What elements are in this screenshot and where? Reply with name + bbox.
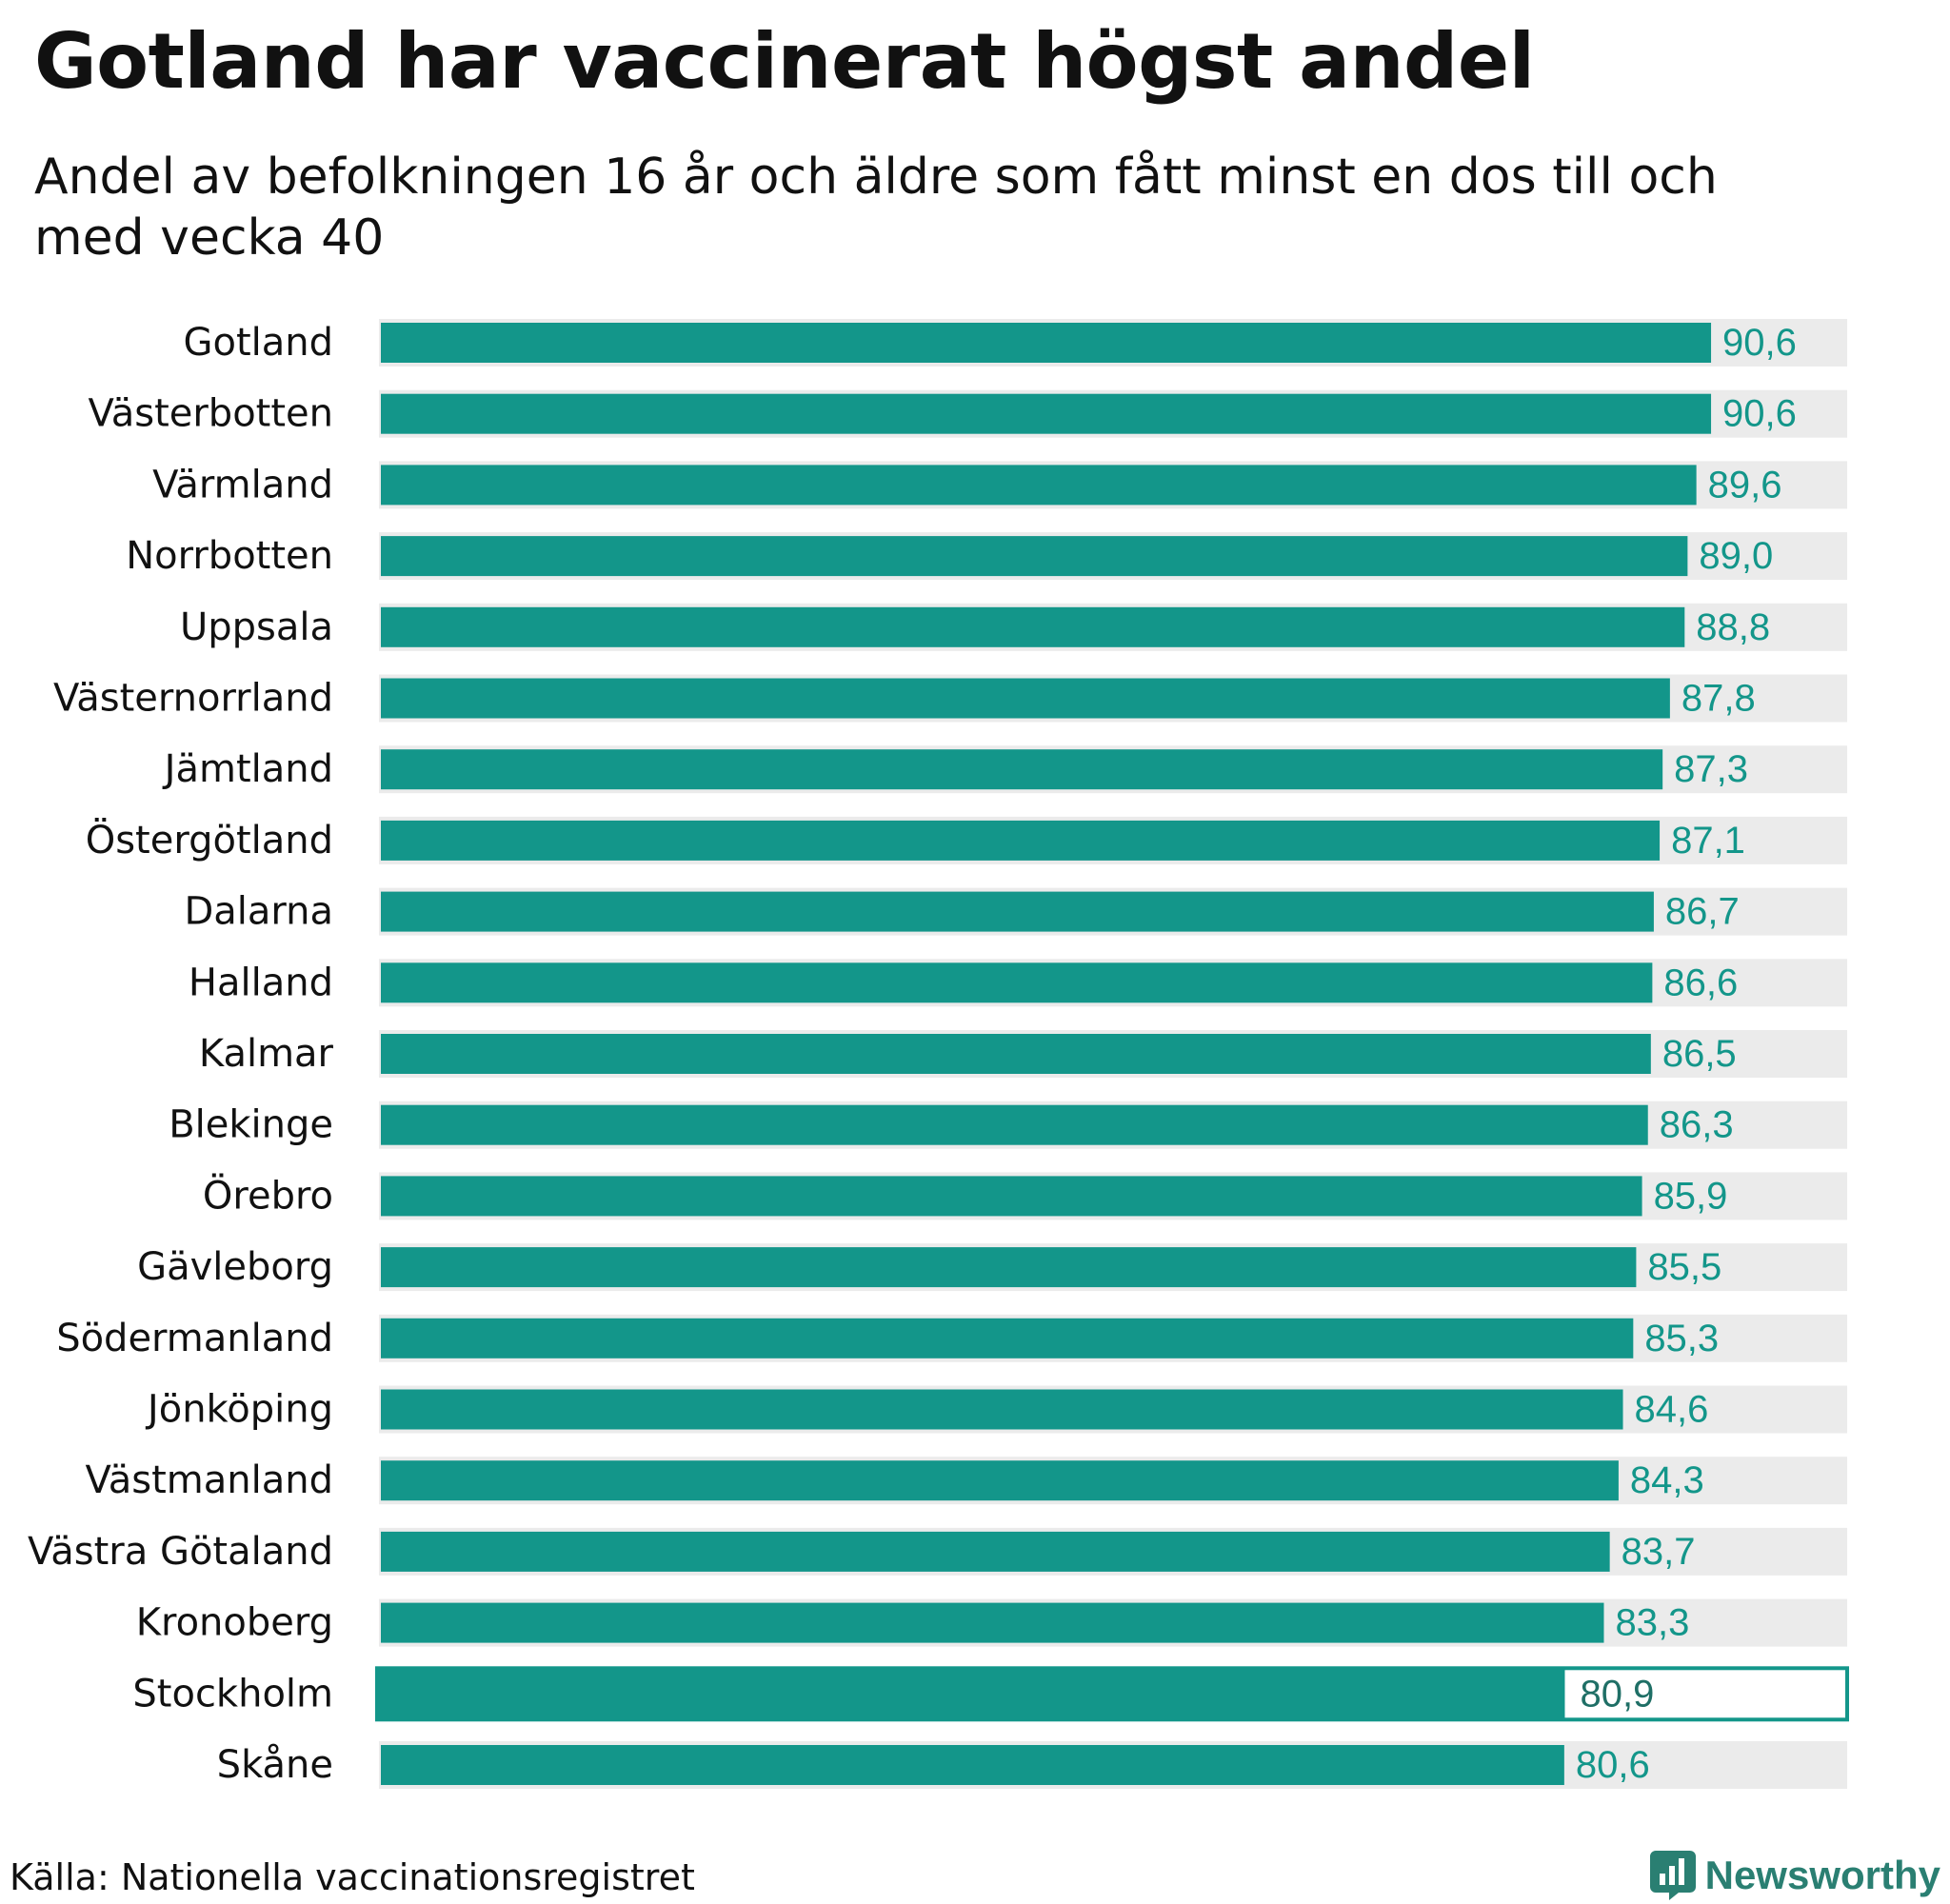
- category-label: Dalarna: [184, 890, 333, 934]
- bar: [381, 465, 1697, 506]
- value-label: 89,6: [1708, 464, 1782, 506]
- value-label: 87,8: [1681, 678, 1756, 720]
- bar-row-blekinge: Blekinge 86,3: [169, 1101, 1847, 1149]
- category-label: Södermanland: [56, 1317, 333, 1360]
- value-label: 80,9: [1580, 1673, 1654, 1715]
- category-label: Västerbotten: [88, 392, 333, 436]
- bar: [381, 678, 1670, 719]
- value-label: 87,3: [1674, 748, 1748, 790]
- chart-title: Gotland har vaccinerat högst andel: [34, 17, 1535, 106]
- value-label: 84,3: [1630, 1459, 1704, 1501]
- bar-row-gävleborg: Gävleborg 85,5: [137, 1243, 1847, 1292]
- bar-row-skåne: Skåne 80,6: [217, 1741, 1847, 1789]
- category-label: Kalmar: [199, 1032, 334, 1076]
- bar-row-värmland: Värmland 89,6: [152, 461, 1847, 509]
- bar: [381, 606, 1685, 647]
- value-label: 90,6: [1722, 393, 1797, 435]
- category-label: Stockholm: [132, 1672, 333, 1716]
- bar-row-stockholm: Stockholm 80,9: [132, 1666, 1849, 1722]
- value-label: 87,1: [1671, 820, 1745, 862]
- bar: [381, 891, 1654, 932]
- bar: [381, 1460, 1619, 1501]
- value-label: 83,3: [1615, 1602, 1689, 1644]
- bar: [381, 1318, 1634, 1359]
- value-label: 80,6: [1576, 1744, 1650, 1786]
- value-label: 90,6: [1722, 322, 1797, 364]
- bar-row-södermanland: Södermanland 85,3: [56, 1314, 1847, 1362]
- category-label: Blekinge: [169, 1103, 333, 1147]
- bar: [381, 820, 1661, 861]
- bar-row-västra-götaland: Västra Götaland 83,7: [28, 1527, 1847, 1576]
- bar-row-östergötland: Östergötland 87,1: [86, 816, 1847, 864]
- bar-row-gotland: Gotland 90,6: [183, 319, 1847, 367]
- category-label: Örebro: [203, 1172, 333, 1218]
- bar: [381, 1745, 1564, 1785]
- value-label: 86,5: [1662, 1033, 1737, 1075]
- value-label: 83,7: [1622, 1531, 1696, 1573]
- category-label: Norrbotten: [126, 534, 333, 578]
- value-label: 89,0: [1699, 535, 1773, 577]
- source-note: Källa: Nationella vaccinationsregistret: [10, 1856, 695, 1898]
- bar-chart: Gotland 90,6 Västerbotten 90,6 Värmland 89,6 N…: [28, 319, 1849, 1789]
- bar-row-norrbotten: Norrbotten 89,0: [126, 532, 1847, 581]
- bar: [381, 1104, 1648, 1145]
- bar-row-uppsala: Uppsala 88,8: [180, 603, 1847, 651]
- bar: [381, 393, 1712, 434]
- bar-row-jönköping: Jönköping 84,6: [145, 1385, 1847, 1434]
- category-label: Västmanland: [86, 1458, 334, 1502]
- category-label: Jönköping: [145, 1388, 333, 1432]
- bar: [381, 323, 1712, 363]
- bar: [377, 1668, 1565, 1720]
- bar: [381, 1176, 1642, 1217]
- chart-subtitle: Andel av befolkningen 16 år och äldre so…: [34, 149, 1718, 267]
- value-label: 85,9: [1654, 1175, 1728, 1217]
- bar-row-halland: Halland 86,6: [189, 959, 1847, 1007]
- value-label: 86,6: [1663, 962, 1738, 1003]
- category-label: Västernorrland: [53, 677, 333, 721]
- category-label: Halland: [189, 961, 333, 1004]
- bar: [381, 536, 1688, 577]
- bar-row-jämtland: Jämtland 87,3: [162, 745, 1847, 794]
- value-label: 85,5: [1647, 1246, 1721, 1288]
- brand-logo: Newsworthy: [1648, 1849, 1940, 1902]
- category-label: Skåne: [217, 1743, 333, 1787]
- value-label: 88,8: [1696, 606, 1770, 648]
- value-label: 85,3: [1644, 1318, 1719, 1359]
- category-label: Jämtland: [162, 747, 333, 791]
- bar: [381, 1034, 1651, 1074]
- bar-row-kalmar: Kalmar 86,5: [199, 1030, 1847, 1078]
- bar: [381, 1247, 1637, 1288]
- bar-row-västmanland: Västmanland 84,3: [86, 1457, 1847, 1505]
- bar: [381, 749, 1663, 790]
- value-label: 84,6: [1635, 1389, 1709, 1431]
- category-label: Östergötland: [86, 817, 333, 863]
- category-label: Värmland: [152, 463, 333, 506]
- bar-row-västerbotten: Västerbotten 90,6: [88, 389, 1847, 438]
- category-label: Uppsala: [180, 605, 333, 649]
- value-label: 86,7: [1665, 891, 1740, 933]
- category-label: Gävleborg: [137, 1245, 333, 1289]
- bar: [381, 1602, 1604, 1643]
- bar: [381, 1531, 1610, 1572]
- category-label: Kronoberg: [136, 1601, 333, 1645]
- value-label: 86,3: [1660, 1104, 1734, 1146]
- bar: [381, 962, 1653, 1003]
- bar-row-kronoberg: Kronoberg 83,3: [136, 1598, 1847, 1647]
- category-label: Gotland: [183, 321, 333, 365]
- bar: [381, 1389, 1623, 1430]
- bar-row-dalarna: Dalarna 86,7: [184, 887, 1847, 936]
- category-label: Västra Götaland: [28, 1530, 333, 1574]
- brand-name: Newsworthy: [1704, 1853, 1940, 1897]
- bar-row-västernorrland: Västernorrland 87,8: [53, 674, 1847, 723]
- newsworthy-logo-icon: [1649, 1851, 1696, 1900]
- bar-row-örebro: Örebro 85,9: [203, 1172, 1847, 1220]
